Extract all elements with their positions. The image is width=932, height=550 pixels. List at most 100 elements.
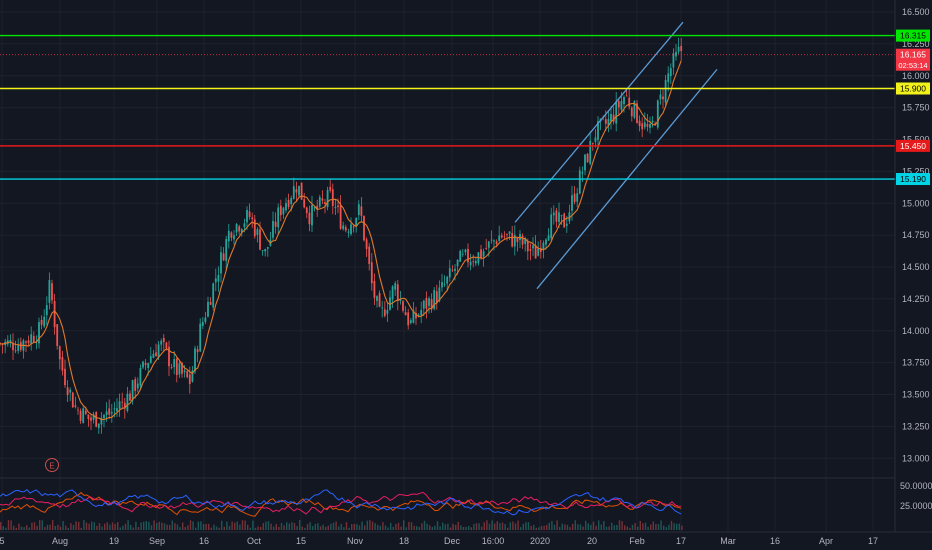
- event-marker-label: E: [49, 462, 54, 471]
- volume-bar: [452, 523, 454, 530]
- candle-body: [545, 239, 547, 245]
- volume-bar: [631, 524, 634, 530]
- moving-average-line: [0, 60, 682, 421]
- volume-bar: [252, 520, 254, 530]
- candle-body: [168, 346, 170, 367]
- candle-body: [542, 242, 545, 250]
- volume-bar: [93, 522, 95, 530]
- volume-bar: [130, 524, 132, 530]
- volume-bar: [10, 520, 12, 530]
- volume-bar: [187, 525, 189, 530]
- volume-bar: [525, 522, 527, 530]
- volume-bar: [460, 525, 462, 530]
- candle-body: [550, 214, 553, 239]
- volume-bar: [91, 521, 93, 530]
- volume-bar: [150, 525, 153, 530]
- volume-bar: [418, 526, 420, 530]
- volume-bar: [218, 527, 220, 530]
- candle-body: [441, 282, 443, 288]
- volume-bar: [52, 520, 54, 530]
- candle-body: [578, 170, 581, 194]
- volume-bar: [241, 520, 244, 530]
- volume-bar: [96, 525, 98, 530]
- volume-bar: [15, 527, 17, 530]
- candle-body: [433, 290, 436, 309]
- candle-body: [199, 323, 202, 352]
- volume-bar: [566, 524, 569, 530]
- volume-bar: [293, 523, 296, 530]
- volume-bar: [221, 520, 223, 530]
- volume-bar: [33, 522, 36, 530]
- volume-bar: [351, 524, 353, 530]
- volume-bar: [408, 521, 410, 530]
- volume-bar: [148, 521, 150, 530]
- candle-body: [628, 97, 631, 107]
- candle-body: [604, 119, 607, 124]
- volume-bar: [650, 524, 652, 530]
- volume-bar: [319, 526, 322, 530]
- candle-body: [446, 276, 449, 284]
- volume-bar: [137, 526, 140, 530]
- candle-body: [532, 245, 534, 249]
- candle-body: [482, 251, 485, 257]
- volume-bar: [332, 522, 335, 530]
- volume-bar: [65, 525, 67, 530]
- volume-bar: [262, 523, 264, 530]
- candle-body: [279, 205, 282, 216]
- level-tag-label: 15.900: [900, 84, 926, 94]
- volume-bar: [343, 527, 345, 530]
- volume-bar: [556, 520, 558, 530]
- candle-body: [90, 417, 92, 421]
- candle-body: [100, 417, 103, 425]
- volume-bar: [486, 520, 488, 530]
- horizontal-levels[interactable]: [0, 34, 895, 180]
- volume-bar: [208, 523, 210, 530]
- volume-bar: [470, 527, 472, 530]
- volume-bar: [512, 521, 514, 530]
- volume-bar: [7, 520, 10, 530]
- candle-body: [287, 200, 290, 207]
- candle-body: [454, 268, 456, 271]
- volume-bar: [174, 523, 176, 530]
- earnings-event-marker[interactable]: E: [45, 458, 59, 472]
- candle-body: [103, 414, 105, 419]
- volume-bar: [340, 523, 342, 530]
- candle-body: [383, 309, 386, 317]
- candle-body: [646, 124, 649, 127]
- channel-upper-line[interactable]: [514, 21, 684, 223]
- candle-body: [597, 121, 599, 140]
- candle-body: [238, 226, 241, 232]
- candle-body: [196, 349, 199, 353]
- candle-body: [71, 392, 74, 408]
- volume-bar: [104, 523, 106, 530]
- volume-bar: [163, 523, 166, 530]
- candle-body: [555, 210, 558, 222]
- candle-body: [121, 401, 124, 403]
- candle-body: [292, 186, 295, 199]
- candle-body: [347, 231, 350, 233]
- candle-body: [378, 293, 381, 307]
- candle-body: [563, 213, 566, 228]
- volume-bar: [660, 520, 662, 530]
- volume-bar: [681, 525, 683, 530]
- volume-bar: [322, 524, 324, 530]
- time-tick-label: Sep: [149, 536, 165, 546]
- candle-body: [461, 253, 464, 255]
- candle-body: [77, 409, 79, 411]
- candle-body: [350, 224, 352, 235]
- time-tick-label: 18: [399, 536, 409, 546]
- candle-body: [173, 359, 176, 368]
- level-tag: [896, 29, 930, 42]
- volume-bar: [156, 523, 158, 530]
- time-axis-panel[interactable]: [0, 532, 932, 550]
- volume-bar: [611, 522, 613, 530]
- candle-body: [131, 380, 134, 401]
- volume-bar: [0, 521, 2, 530]
- candle-body: [313, 207, 316, 209]
- volume-bar: [442, 522, 444, 530]
- time-tick-label: 16:00: [482, 536, 505, 546]
- volume-bar: [57, 524, 59, 530]
- candle-body: [282, 207, 285, 215]
- volume-bar: [23, 527, 25, 530]
